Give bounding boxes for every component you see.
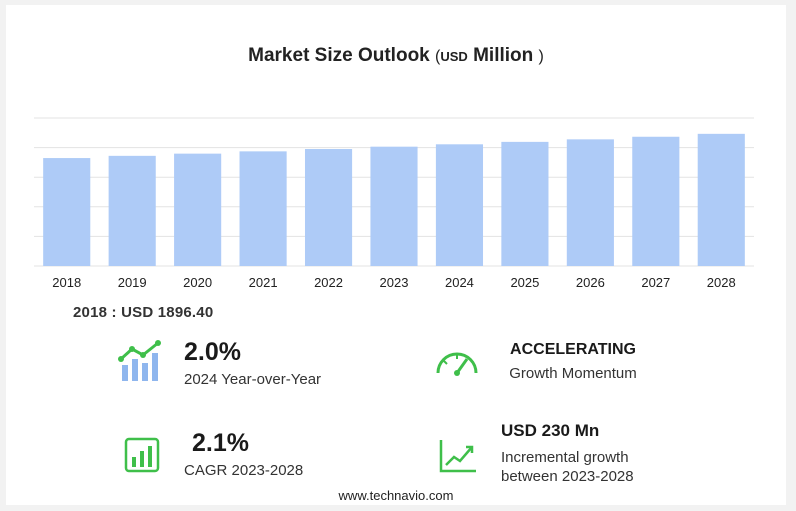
x-tick-label: 2023 [380,275,409,290]
bar-chart: 2018 2019 2020 2021 2022 2023 2024 2025 2026 2027… [34,117,754,290]
incremental-label-1: Incremental growth [501,449,629,466]
x-tick-label: 2026 [576,275,605,290]
x-tick-label: 2027 [641,275,670,290]
source-footer: www.technavio.com [338,488,454,503]
yoy-value: 2.0% [184,338,241,366]
bar-2028 [697,133,745,266]
title-open-paren: ( [435,48,441,65]
bar-2027 [632,136,680,266]
bar-2026 [566,139,614,266]
bar-2022 [304,149,353,266]
x-tick-label: 2018 [52,275,81,290]
speedometer-icon [436,352,478,376]
growth-bars-icon [118,340,161,381]
bar-2021 [239,151,287,266]
bar-2019 [108,155,156,266]
bar-2020 [174,153,222,266]
bar-2018 [43,158,91,266]
cagr-value: 2.1% [192,429,249,457]
yoy-stat: 2.0% 2024 Year-over-Year [184,338,321,388]
bar-2024 [435,144,484,266]
x-tick-label: 2028 [707,275,736,290]
title-unit: USD [440,49,468,64]
title-million: Million [473,45,534,66]
chart-title: Market Size Outlook (USD Million ) [6,45,786,67]
yoy-label: 2024 Year-over-Year [184,371,322,388]
title-close-paren: ) [538,48,544,65]
incremental-value: USD 230 Mn [501,421,600,440]
x-tick-label: 2025 [510,275,539,290]
line-chart-icon [439,440,476,473]
incremental-stat: USD 230 Mn Incremental growth between 20… [501,421,634,485]
cagr-label: CAGR 2023-2028 [184,462,304,479]
x-tick-label: 2024 [445,275,474,290]
x-tick-label: 2022 [314,275,343,290]
momentum-stat: ACCELERATING Growth Momentum [493,341,653,382]
bar-2023 [370,146,418,266]
chart-card: Market Size Outlook (USD Million ) 2018 2… [6,5,786,505]
x-tick-label: 2019 [118,275,147,290]
incremental-label-2: between 2023-2028 [501,468,634,485]
x-tick-label: 2021 [249,275,278,290]
cagr-stat: 2.1% CAGR 2023-2028 [184,429,303,479]
momentum-label: Growth Momentum [509,365,637,382]
bar-chart-icon [124,437,160,473]
bar-2025 [501,141,549,266]
x-tick-label: 2020 [183,275,212,290]
first-year-value: 2018 : USD 1896.40 [73,304,214,321]
momentum-head: ACCELERATING [510,341,636,358]
title-main: Market Size Outlook [248,45,430,66]
